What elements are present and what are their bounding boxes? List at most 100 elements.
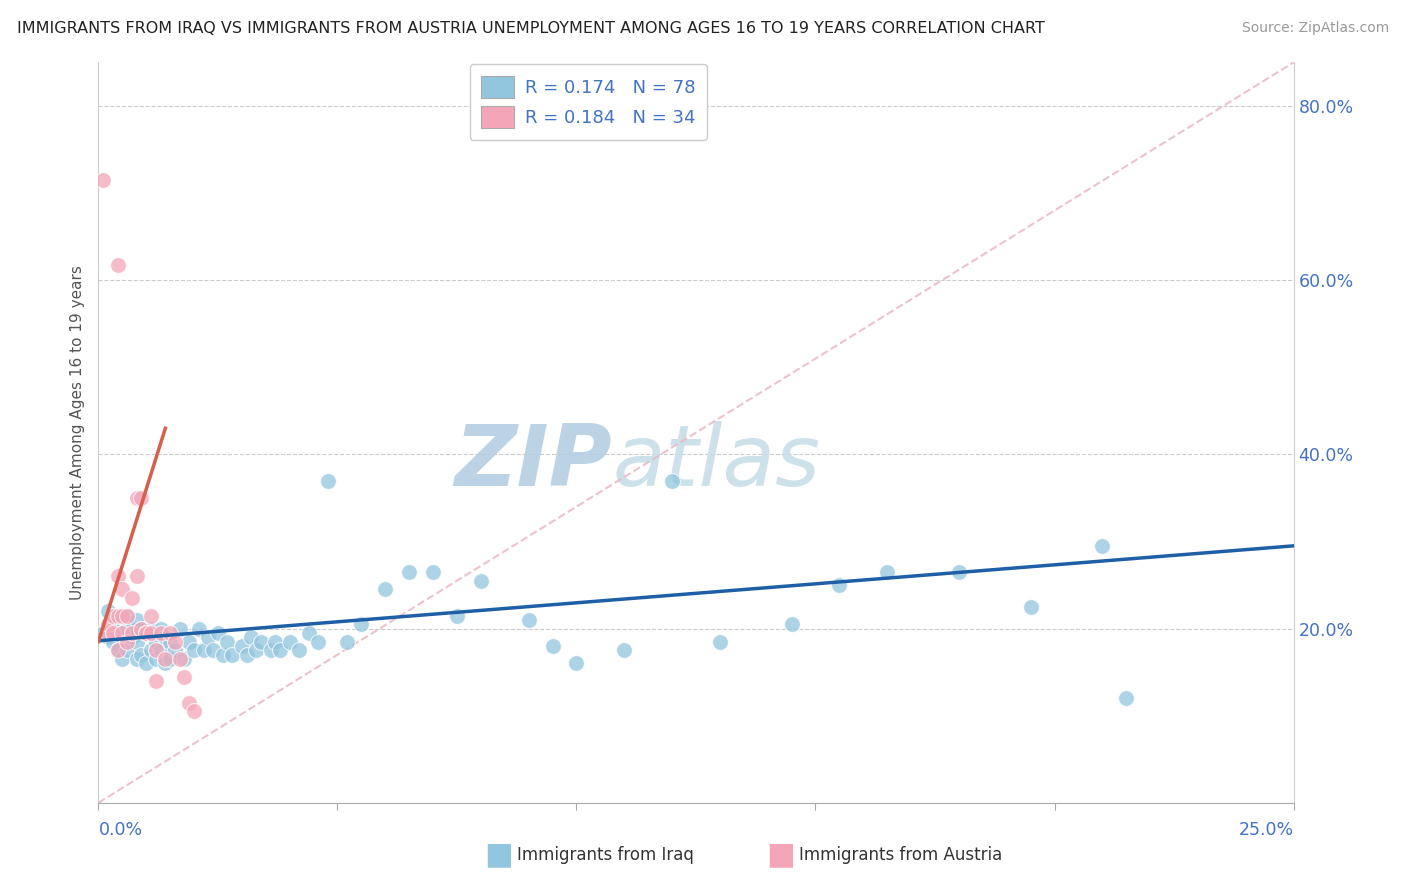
- Point: [661, 474, 683, 488]
- Point: [217, 634, 239, 648]
- Point: [131, 622, 153, 636]
- Point: [780, 617, 803, 632]
- Point: [183, 643, 205, 657]
- Point: [115, 643, 138, 657]
- Point: [125, 491, 148, 505]
- Point: [269, 643, 291, 657]
- Point: [107, 643, 129, 657]
- Point: [197, 630, 219, 644]
- Point: [169, 652, 191, 666]
- Point: [183, 704, 205, 718]
- Legend: R = 0.174   N = 78, R = 0.184   N = 34: R = 0.174 N = 78, R = 0.184 N = 34: [470, 64, 707, 140]
- Point: [517, 613, 540, 627]
- Point: [97, 626, 120, 640]
- Point: [125, 634, 148, 648]
- Point: [155, 652, 177, 666]
- Point: [211, 648, 233, 662]
- Point: [565, 657, 588, 671]
- Point: [613, 643, 636, 657]
- Point: [139, 626, 162, 640]
- Point: [125, 569, 148, 583]
- Point: [307, 634, 329, 648]
- Point: [101, 634, 124, 648]
- Point: [1091, 539, 1114, 553]
- Point: [111, 608, 134, 623]
- Point: [422, 565, 444, 579]
- Point: [159, 634, 181, 648]
- Point: [121, 622, 143, 636]
- Y-axis label: Unemployment Among Ages 16 to 19 years: Unemployment Among Ages 16 to 19 years: [69, 265, 84, 600]
- Point: [139, 643, 162, 657]
- Point: [179, 634, 201, 648]
- Point: [121, 630, 143, 644]
- Point: [115, 608, 138, 623]
- Point: [316, 474, 339, 488]
- Text: atlas: atlas: [613, 421, 820, 504]
- Point: [541, 639, 564, 653]
- Point: [948, 565, 970, 579]
- Text: 25.0%: 25.0%: [1239, 822, 1294, 839]
- Point: [350, 617, 373, 632]
- Point: [115, 634, 138, 648]
- Point: [107, 259, 129, 273]
- Point: [115, 608, 138, 623]
- Point: [163, 634, 186, 648]
- Point: [107, 608, 129, 623]
- Point: [278, 634, 301, 648]
- Point: [149, 622, 172, 636]
- Point: [121, 626, 143, 640]
- Point: [259, 643, 281, 657]
- Point: [101, 626, 124, 640]
- Point: [121, 591, 143, 606]
- Point: [235, 648, 257, 662]
- Point: [101, 608, 124, 623]
- Point: [207, 626, 229, 640]
- Point: [145, 634, 167, 648]
- Point: [446, 608, 468, 623]
- Text: 0.0%: 0.0%: [98, 822, 142, 839]
- Point: [101, 622, 124, 636]
- Point: [876, 565, 898, 579]
- Point: [135, 626, 157, 640]
- Text: ■: ■: [485, 840, 513, 869]
- Point: [139, 622, 162, 636]
- Point: [125, 652, 148, 666]
- Point: [107, 569, 129, 583]
- Point: [111, 582, 134, 597]
- Point: [149, 626, 172, 640]
- Text: Source: ZipAtlas.com: Source: ZipAtlas.com: [1241, 21, 1389, 35]
- Point: [159, 652, 181, 666]
- Point: [173, 652, 195, 666]
- Point: [221, 648, 243, 662]
- Point: [115, 622, 138, 636]
- Point: [155, 657, 177, 671]
- Point: [298, 626, 321, 640]
- Point: [125, 613, 148, 627]
- Point: [155, 630, 177, 644]
- Point: [159, 626, 181, 640]
- Point: [470, 574, 492, 588]
- Point: [264, 634, 287, 648]
- Point: [163, 643, 186, 657]
- Point: [97, 604, 120, 618]
- Point: [111, 626, 134, 640]
- Point: [149, 643, 172, 657]
- Text: IMMIGRANTS FROM IRAQ VS IMMIGRANTS FROM AUSTRIA UNEMPLOYMENT AMONG AGES 16 TO 19: IMMIGRANTS FROM IRAQ VS IMMIGRANTS FROM …: [17, 21, 1045, 36]
- Point: [135, 626, 157, 640]
- Point: [91, 626, 114, 640]
- Text: Immigrants from Austria: Immigrants from Austria: [799, 846, 1002, 863]
- Point: [240, 630, 263, 644]
- Text: ■: ■: [766, 840, 794, 869]
- Point: [145, 652, 167, 666]
- Point: [231, 639, 253, 653]
- Point: [135, 626, 157, 640]
- Point: [709, 634, 731, 648]
- Point: [145, 643, 167, 657]
- Point: [111, 608, 134, 623]
- Point: [398, 565, 420, 579]
- Point: [288, 643, 311, 657]
- Point: [374, 582, 396, 597]
- Point: [1019, 599, 1042, 614]
- Point: [145, 673, 167, 688]
- Point: [828, 578, 851, 592]
